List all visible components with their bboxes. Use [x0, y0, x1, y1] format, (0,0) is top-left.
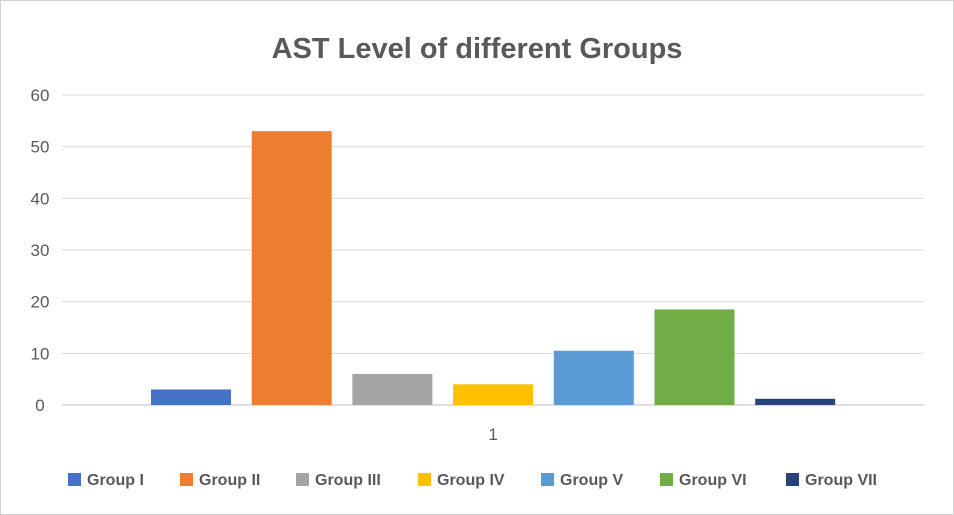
y-tick-label: 60	[31, 86, 50, 105]
bar-group-ii	[251, 131, 332, 405]
legend-item: Group V	[541, 472, 623, 489]
legend-item: Group III	[296, 472, 381, 489]
y-tick-label: 10	[31, 344, 50, 363]
legend-label: Group VII	[805, 472, 877, 489]
x-axis-ticks: 1	[488, 425, 497, 444]
legend-item: Group II	[180, 472, 260, 489]
legend-item: Group VII	[786, 472, 877, 489]
legend-label: Group VI	[679, 472, 747, 489]
legend-label: Group III	[315, 472, 381, 489]
legend: Group I Group II Group III Group IV Group V G…	[68, 472, 877, 489]
legend-swatch	[180, 473, 193, 486]
y-tick-label: 0	[35, 396, 44, 415]
legend-label: Group II	[199, 472, 260, 489]
legend-swatch	[786, 473, 799, 486]
y-tick-label: 50	[31, 138, 50, 157]
bar-group-vii	[755, 398, 836, 405]
bar-group-v	[553, 350, 634, 405]
legend-item: Group VI	[660, 472, 747, 489]
legend-label: Group IV	[437, 472, 505, 489]
x-tick-label: 1	[488, 425, 497, 444]
legend-label: Group I	[87, 472, 144, 489]
legend-swatch	[68, 473, 81, 486]
legend-item: Group I	[68, 472, 144, 489]
bar-group-iii	[352, 374, 433, 405]
bar-group-i	[151, 389, 231, 405]
y-axis-ticks: 0 10 20 30 40 50 60	[31, 86, 50, 415]
legend-label: Group V	[560, 472, 623, 489]
y-tick-label: 40	[31, 189, 50, 208]
legend-swatch	[296, 473, 309, 486]
legend-swatch	[541, 473, 554, 486]
y-tick-label: 20	[31, 293, 50, 312]
bars	[151, 131, 836, 405]
bar-group-iv	[453, 384, 534, 405]
y-tick-label: 30	[31, 241, 50, 260]
legend-item: Group IV	[418, 472, 505, 489]
bar-group-vi	[654, 309, 735, 405]
legend-swatch	[660, 473, 673, 486]
legend-swatch	[418, 473, 431, 486]
chart-title: AST Level of different Groups	[272, 33, 683, 65]
gridlines	[62, 94, 924, 406]
